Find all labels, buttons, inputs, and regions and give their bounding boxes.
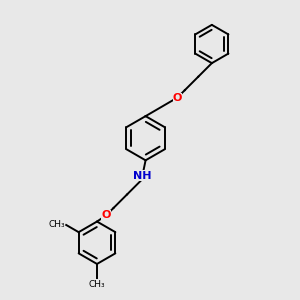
- Text: CH₃: CH₃: [89, 280, 105, 289]
- Text: O: O: [172, 93, 182, 103]
- Text: NH: NH: [133, 171, 151, 181]
- Text: O: O: [101, 210, 111, 220]
- Text: CH₃: CH₃: [48, 220, 65, 230]
